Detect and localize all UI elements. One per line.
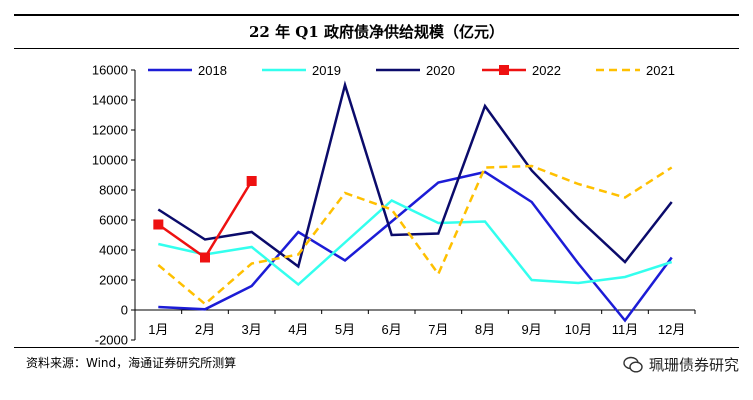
legend-label: 2022 — [532, 63, 561, 78]
legend-item-2018: 2018 — [148, 63, 227, 78]
legend-marker — [499, 65, 509, 75]
y-tick-label: 14000 — [92, 93, 128, 108]
y-tick-label: 0 — [121, 303, 128, 318]
y-tick-label: 4000 — [99, 243, 128, 258]
x-tick-labels: 1月 2月 3月 4月 5月 6月 7月 8月 9月 10月 11月 12月 — [148, 322, 685, 337]
watermark: 珮珊债券研究 — [623, 354, 739, 375]
x-tick-label: 9月 — [522, 322, 542, 337]
data-point-2022 — [200, 252, 210, 263]
series-2022 — [153, 176, 257, 263]
wechat-icon — [623, 356, 643, 373]
y-tick-label: 2000 — [99, 273, 128, 288]
data-point-2022 — [246, 176, 257, 186]
line-chart: -2000 0 2000 4000 6000 8000 10000 12000 14000 160… — [92, 63, 696, 346]
y-tick-label: 6000 — [99, 213, 128, 228]
series-line-2020 — [157, 80, 673, 269]
series-2018 — [158, 170, 673, 323]
x-tick-label: 4月 — [288, 322, 308, 337]
series-lines — [153, 80, 673, 323]
legend-item-2020: 2020 — [376, 63, 455, 78]
series-2020 — [157, 80, 673, 269]
legend: 2018 2019 2020 2022 2021 — [148, 63, 675, 78]
x-tick-label: 6月 — [382, 322, 402, 337]
x-tick-label: 5月 — [335, 322, 355, 337]
x-tick-label: 8月 — [475, 322, 495, 337]
legend-label: 2019 — [312, 63, 341, 78]
y-tick-label: -2000 — [95, 333, 128, 346]
y-tick-labels: -2000 0 2000 4000 6000 8000 10000 12000 14000 160… — [92, 63, 128, 346]
series-2019 — [158, 199, 673, 287]
legend-label: 2020 — [426, 63, 455, 78]
x-tick-label: 7月 — [428, 322, 448, 337]
x-tick-label: 10月 — [565, 322, 592, 337]
y-tick-label: 10000 — [92, 153, 128, 168]
x-tick-label: 2月 — [195, 322, 215, 337]
series-line-2019 — [158, 199, 673, 287]
y-tick-label: 12000 — [92, 123, 128, 138]
legend-item-2019: 2019 — [262, 63, 341, 78]
legend-label: 2018 — [198, 63, 227, 78]
title-top-rule — [14, 14, 739, 16]
y-tick-label: 8000 — [99, 183, 128, 198]
x-tick-label: 12月 — [658, 322, 685, 337]
x-tick-label: 11月 — [612, 322, 639, 337]
source-note: 资料来源：Wind，海通证券研究所测算 — [26, 356, 237, 370]
data-point-2022 — [153, 219, 164, 230]
legend-label: 2021 — [646, 63, 675, 78]
series-2021 — [157, 164, 673, 306]
chart-title: 22 年 Q1 政府债净供给规模（亿元） — [248, 23, 505, 41]
x-tick-label: 3月 — [242, 322, 262, 337]
legend-item-2021: 2021 — [596, 63, 675, 78]
x-tick-label: 1月 — [148, 322, 168, 337]
legend-item-2022: 2022 — [482, 63, 561, 78]
y-tick-label: 16000 — [92, 63, 128, 78]
series-line-2018 — [158, 170, 673, 323]
axes-layer — [131, 69, 696, 341]
title-bottom-rule — [14, 48, 739, 49]
source-rule — [14, 347, 739, 348]
watermark-text: 珮珊债券研究 — [648, 356, 739, 374]
